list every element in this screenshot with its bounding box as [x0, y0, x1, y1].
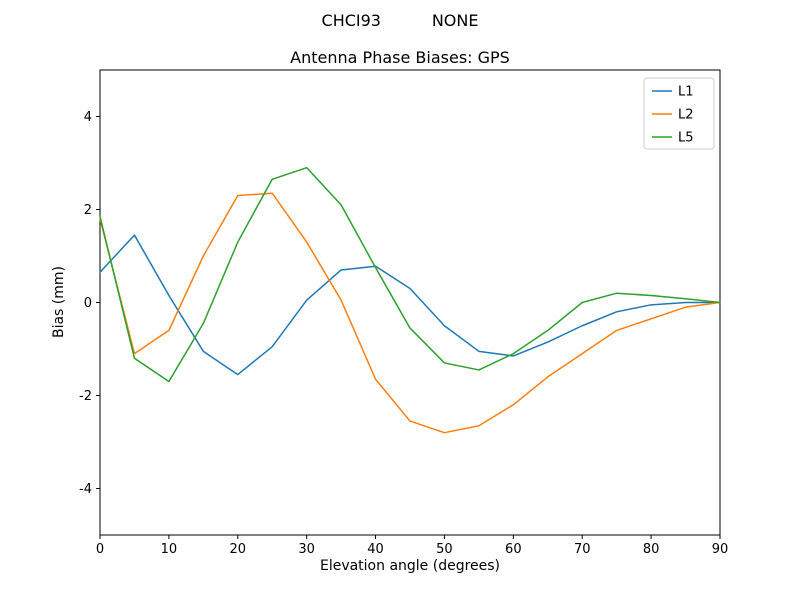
x-axis-tick-label: 40 [367, 542, 384, 557]
legend-label-L1: L1 [678, 85, 694, 100]
x-axis-tick-label: 80 [643, 542, 660, 557]
series-line-L2 [99, 192, 721, 434]
y-axis-label: Bias (mm) [51, 265, 67, 339]
x-axis-tick-label: 0 [96, 542, 104, 557]
x-axis-tick-label: 10 [161, 542, 178, 557]
x-axis-tick-label: 20 [230, 542, 247, 557]
x-axis-tick-label: 90 [712, 542, 729, 557]
plot-border [99, 69, 721, 536]
y-axis-tick-label: -2 [79, 389, 92, 404]
x-axis-tick-label: 50 [436, 542, 453, 557]
y-axis-tick-label: 2 [84, 203, 92, 218]
legend-label-L2: L2 [678, 108, 694, 123]
figure-suptitle: CHCI93 NONE [321, 11, 479, 30]
series-line-L1 [99, 234, 721, 376]
x-axis-label: Elevation angle (degrees) [319, 558, 501, 574]
chart-title: Antenna Phase Biases: GPS [290, 48, 510, 67]
x-axis-tick-label: 30 [298, 542, 315, 557]
legend-label-L5: L5 [678, 131, 694, 146]
y-axis-tick-label: 4 [84, 110, 92, 125]
x-axis-tick-label: 60 [505, 542, 522, 557]
legend-box [643, 77, 715, 150]
y-axis-tick-label: -4 [79, 482, 92, 497]
series-line-L5 [99, 166, 721, 383]
y-axis-tick-label: 0 [84, 296, 92, 311]
x-axis-tick-label: 70 [574, 542, 591, 557]
